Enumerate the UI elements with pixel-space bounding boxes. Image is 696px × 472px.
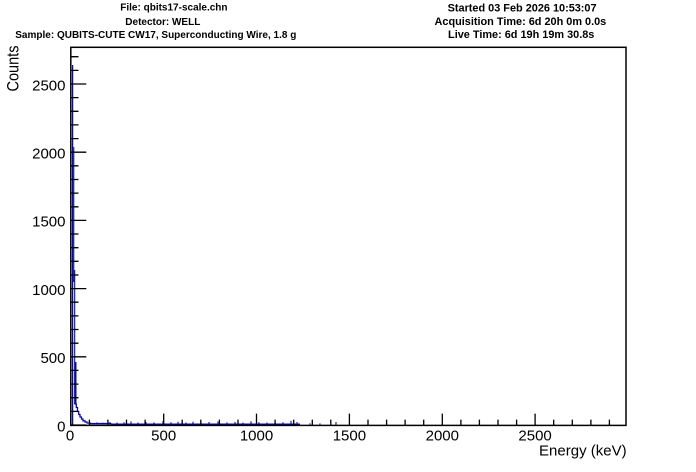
svg-text:1500: 1500 xyxy=(32,214,65,231)
svg-text:1000: 1000 xyxy=(240,428,273,445)
svg-text:2000: 2000 xyxy=(32,146,65,163)
svg-text:1000: 1000 xyxy=(32,282,65,299)
svg-text:Live Time: 6d 19h 19m 30.8s: Live Time: 6d 19h 19m 30.8s xyxy=(448,29,594,41)
svg-text:2500: 2500 xyxy=(32,77,65,94)
svg-text:Acquisition Time: 6d 20h 0m 0.: Acquisition Time: 6d 20h 0m 0.0s xyxy=(435,16,607,28)
svg-text:Counts: Counts xyxy=(5,45,23,91)
svg-text:File: qbits17-scale.chn: File: qbits17-scale.chn xyxy=(120,2,227,13)
svg-text:0: 0 xyxy=(57,418,65,435)
svg-text:500: 500 xyxy=(40,350,65,367)
svg-text:Energy (keV): Energy (keV) xyxy=(539,443,627,460)
svg-text:Sample: QUBITS-CUTE CW17, Supe: Sample: QUBITS-CUTE CW17, Superconductin… xyxy=(15,30,296,41)
svg-text:Detector: WELL: Detector: WELL xyxy=(125,17,200,28)
svg-text:Started 03 Feb 2026 10:53:07: Started 03 Feb 2026 10:53:07 xyxy=(448,3,597,15)
svg-text:2000: 2000 xyxy=(426,428,459,445)
svg-text:2500: 2500 xyxy=(518,428,551,445)
svg-text:500: 500 xyxy=(151,428,176,445)
svg-text:0: 0 xyxy=(66,428,74,445)
svg-text:1500: 1500 xyxy=(333,428,366,445)
